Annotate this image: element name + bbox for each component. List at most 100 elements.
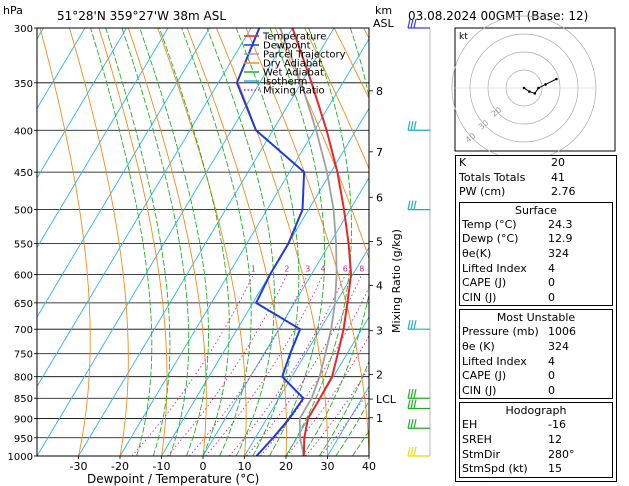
index-label: StmSpd (kt) [462, 462, 528, 476]
dewpoint-line [235, 28, 306, 456]
temperature-tick-label: -10 [153, 460, 171, 473]
wind-barb-feather [413, 18, 417, 29]
wind-barb-feather [410, 419, 414, 429]
temperature-tick-label: 10 [238, 460, 252, 473]
wind-barb [407, 399, 430, 410]
wind-barb-feather [410, 18, 414, 29]
mixing-ratio-label: 20 [412, 264, 422, 273]
wind-barb-feather [407, 320, 411, 330]
index-value: 24.3 [548, 217, 573, 231]
legend-entry: Mixing Ratio [263, 86, 325, 97]
legend-entry: Temperature [262, 32, 326, 43]
wind-barb-feather [407, 200, 411, 210]
dry-adiabat [127, 28, 207, 456]
index-row: Temp (°C) 24.3 [460, 218, 612, 233]
wind-barb-feather [410, 446, 414, 457]
wind-barb-feather [410, 121, 414, 131]
index-label: PW (cm) [459, 185, 506, 199]
index-value: 0 [548, 290, 555, 304]
hodograph-section: Hodograph EH -16 SREH 12 StmDir 280° StmSpd (k… [459, 402, 613, 478]
hodograph-point [537, 86, 540, 90]
isotherm-line [78, 28, 335, 456]
index-label: Dewp (°C) [462, 232, 519, 246]
km-tick-label: 4 [376, 279, 383, 292]
pressure-axis: 300 350 400 450 500 550 600 650 700 750 800 850 900 9… [8, 24, 37, 463]
wind-barb [407, 419, 430, 429]
km-tick-label: 2 [376, 368, 383, 381]
mixing-ratio-label: 8 [359, 264, 364, 273]
wet-adiabat [318, 360, 369, 456]
mixing-ratio-labels: 1 2 3 4 6 8 10 15 20 25 [251, 264, 422, 273]
index-value: 280° [548, 447, 575, 461]
mixing-ratio-line [260, 286, 369, 456]
index-row: θe (K) 324 [460, 340, 612, 355]
index-row: θe(K) 324 [460, 247, 612, 262]
wind-barb-feather [407, 399, 411, 409]
index-label: Temp (°C) [462, 217, 517, 231]
pressure-tick-label: 700 [14, 325, 33, 336]
km-tick-label: LCL [376, 393, 397, 406]
pressure-tick-label: 950 [14, 434, 33, 445]
parcel-trajectory-line [279, 28, 338, 456]
pressure-tick-label: 350 [14, 79, 33, 90]
index-row: Lifted Index 4 [460, 355, 612, 370]
dry-adiabat [157, 28, 247, 456]
mixing-ratio-label: 2 [284, 264, 289, 273]
index-label: SREH [462, 432, 492, 446]
index-label: K [459, 156, 467, 169]
index-row: Totals Totals 41 [456, 171, 616, 186]
index-label: Totals Totals [459, 170, 526, 184]
x-axis-label: Dewpoint / Temperature (°C) [87, 472, 259, 486]
mixing-ratio-line [131, 274, 254, 456]
wet-adiabat [235, 28, 300, 456]
pressure-tick-label: 400 [14, 126, 33, 137]
hodograph-point [528, 90, 531, 93]
dry-adiabat [98, 28, 168, 456]
index-value: 0 [548, 383, 555, 397]
surface-section: Surface Temp (°C) 24.3 Dewp (°C) 12.9 θe(K) 3… [459, 201, 613, 307]
wind-barb [407, 389, 430, 399]
km-label: km [375, 4, 392, 17]
hodograph-section-title: Hodograph [505, 404, 567, 418]
dry-adiabat [186, 28, 288, 456]
mixing-ratio-lines [131, 274, 369, 456]
temperature-tick-label: -30 [70, 460, 88, 473]
wet-adiabat [285, 28, 352, 456]
hodograph-rows: EH -16 SREH 12 StmDir 280° StmSpd (kt) 15 [460, 418, 612, 476]
km-tick-label: 5 [376, 236, 383, 249]
hodograph-point [544, 83, 547, 86]
wind-barb-feather [407, 389, 411, 399]
index-value: -16 [548, 418, 566, 432]
index-value: 41 [551, 170, 565, 184]
index-label: Lifted Index [462, 354, 527, 368]
wind-barb-feather [413, 200, 417, 210]
isotherm-line [37, 28, 252, 388]
pressure-tick-label: 800 [14, 373, 33, 384]
index-value: 4 [548, 354, 555, 368]
wet-adiabat [269, 28, 326, 456]
km-tick-label: 3 [376, 325, 383, 338]
temperature-tick-label: 30 [321, 460, 335, 473]
wind-barb-feather [410, 389, 414, 399]
wind-barbs [407, 18, 431, 457]
wet-adiabat [181, 28, 252, 456]
index-label: Lifted Index [462, 261, 527, 275]
location-label: 51°28'N 359°27'W 38m ASL [57, 9, 226, 23]
dry-adiabat [304, 28, 369, 170]
hpa-label: hPa [3, 4, 23, 17]
wind-barb [407, 18, 430, 29]
hodograph-frame [454, 27, 616, 152]
index-label: EH [462, 418, 478, 432]
index-label: θe(K) [462, 246, 492, 260]
wind-barb-feather [413, 320, 417, 330]
wet-adiabat [105, 28, 171, 456]
km-tick-label: 7 [376, 146, 383, 159]
index-label: θe (K) [462, 339, 495, 353]
most-unstable-title: Most Unstable [496, 311, 576, 325]
isotherm-line [37, 28, 127, 179]
index-label: CIN (J) [462, 383, 497, 397]
wind-barb-feather [413, 121, 417, 131]
